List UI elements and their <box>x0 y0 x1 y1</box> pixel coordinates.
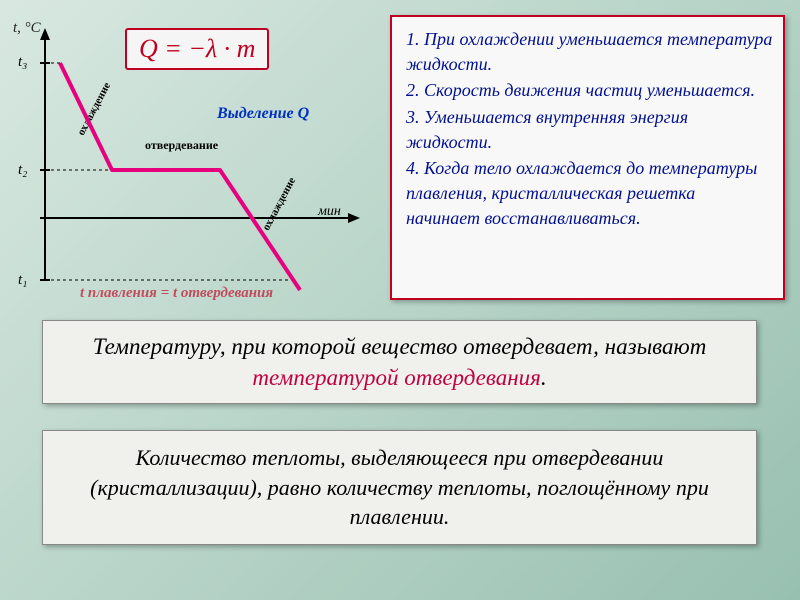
def1-highlight: температурой отвердевания <box>252 365 540 390</box>
info-box: 1. При охлаждении уменьшается температур… <box>390 15 785 300</box>
info-item-3: 3. Уменьшается внутренняя энергия жидкос… <box>406 105 773 155</box>
def2-text: Количество теплоты, выделяющееся при отв… <box>90 445 709 529</box>
chart-svg <box>10 8 390 308</box>
info-item-1: 1. При охлаждении уменьшается температур… <box>406 27 773 77</box>
info-item-4: 4. Когда тело охлаждается до температуры… <box>406 156 773 232</box>
def1-text-2: . <box>541 365 547 390</box>
cooling-chart: t, °C t₃ t₂ t₁ мин Выделение Q охлаждени… <box>10 8 390 303</box>
definition-box-2: Количество теплоты, выделяющееся при отв… <box>42 430 757 545</box>
definition-box-1: Температуру, при которой вещество отверд… <box>42 320 757 404</box>
def1-text-1: Температуру, при которой вещество отверд… <box>93 334 707 359</box>
info-item-2: 2. Скорость движения частиц уменьшается. <box>406 78 773 103</box>
